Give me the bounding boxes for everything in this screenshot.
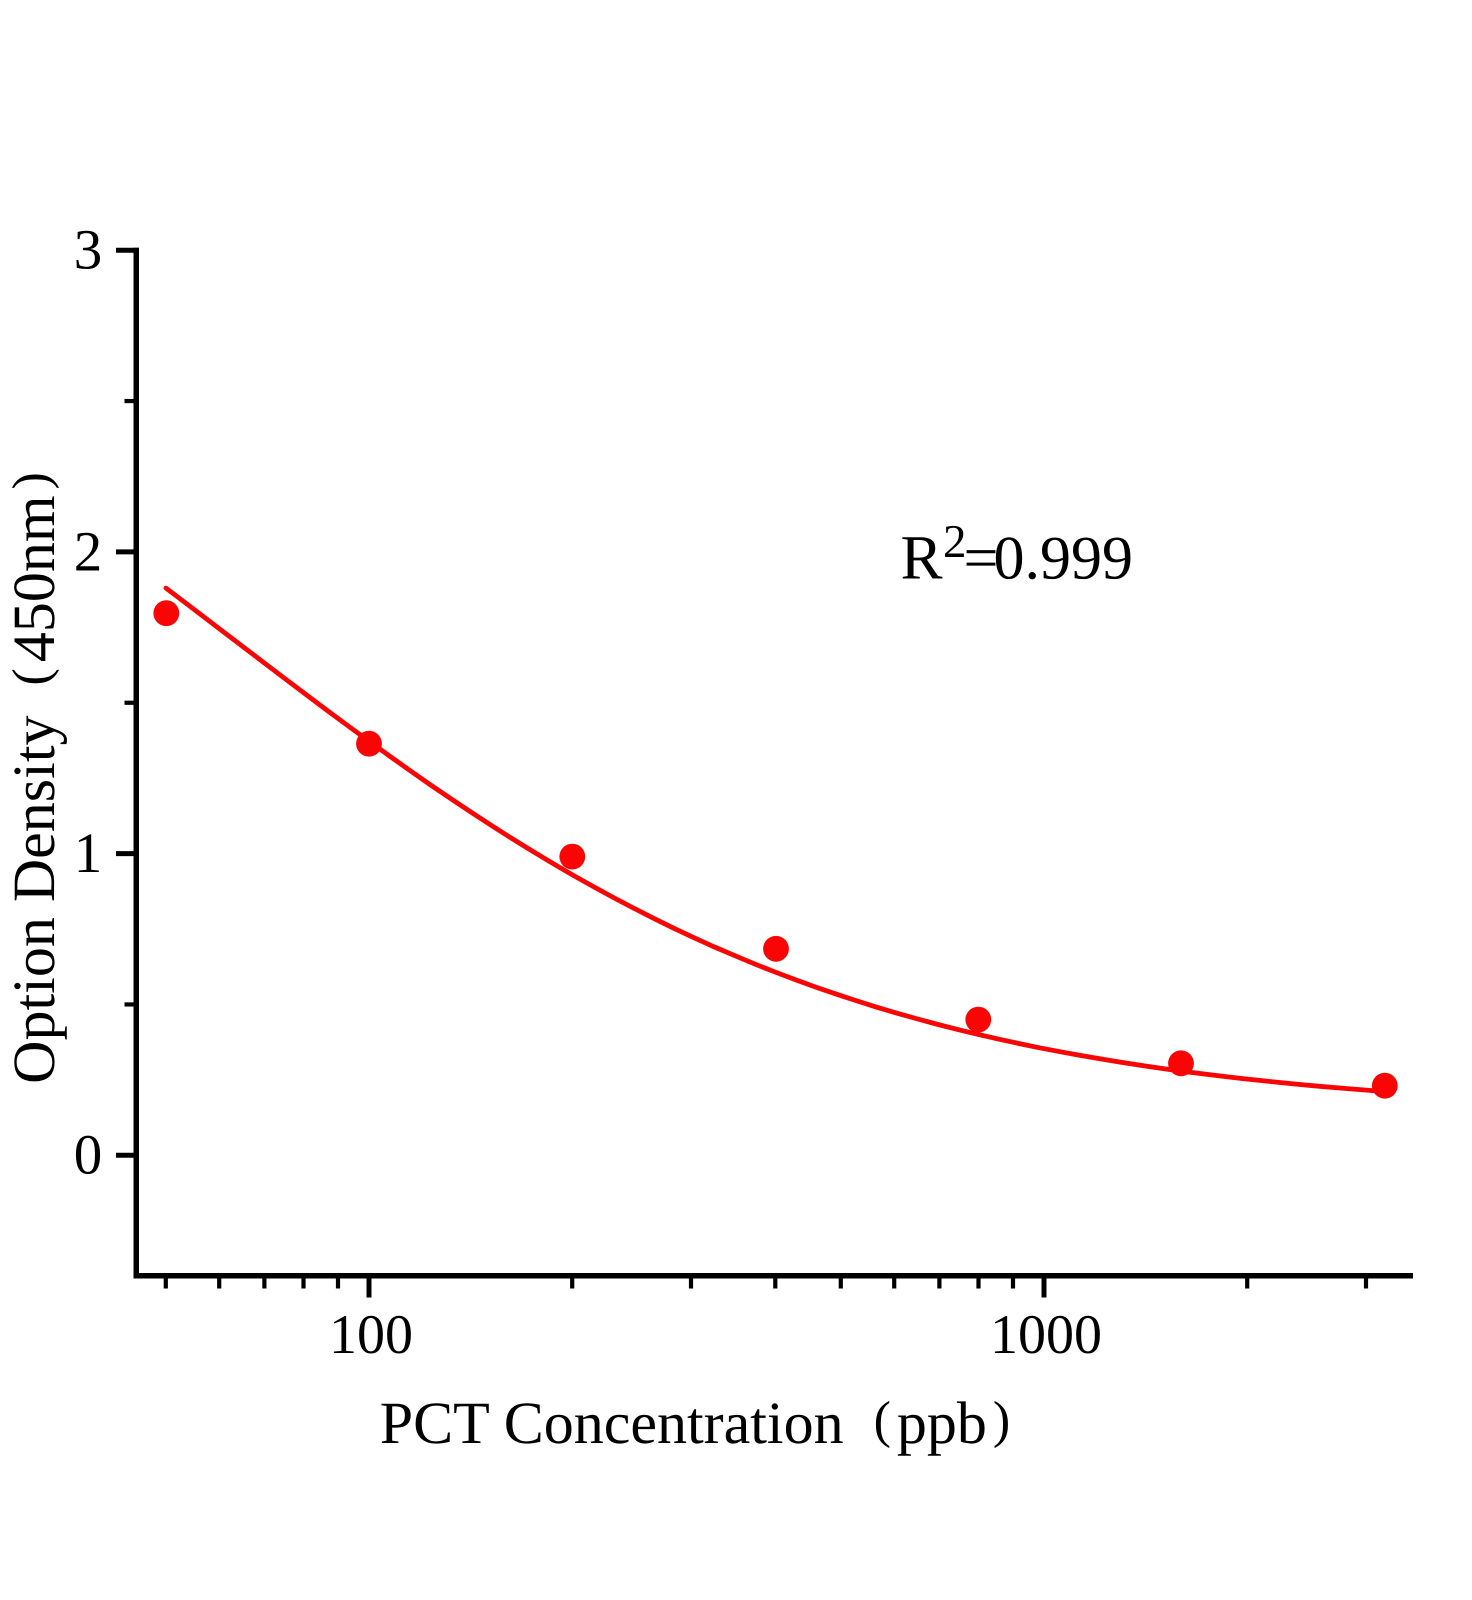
svg-text:0.999: 0.999: [994, 525, 1134, 593]
svg-text:1000: 1000: [990, 1304, 1102, 1366]
svg-text:0: 0: [74, 1124, 103, 1187]
svg-text:2: 2: [943, 516, 967, 568]
svg-text:100: 100: [329, 1304, 413, 1366]
svg-text:3: 3: [74, 219, 103, 282]
svg-text:R: R: [901, 523, 943, 593]
svg-text:PCT Concentration(ppb): PCT Concentration(ppb): [380, 1390, 1011, 1456]
svg-text:1: 1: [74, 822, 103, 885]
svg-text:=: =: [964, 525, 999, 593]
svg-text:Option Density(450nm): Option Density(450nm): [1, 472, 67, 1084]
svg-text:2: 2: [74, 520, 103, 583]
